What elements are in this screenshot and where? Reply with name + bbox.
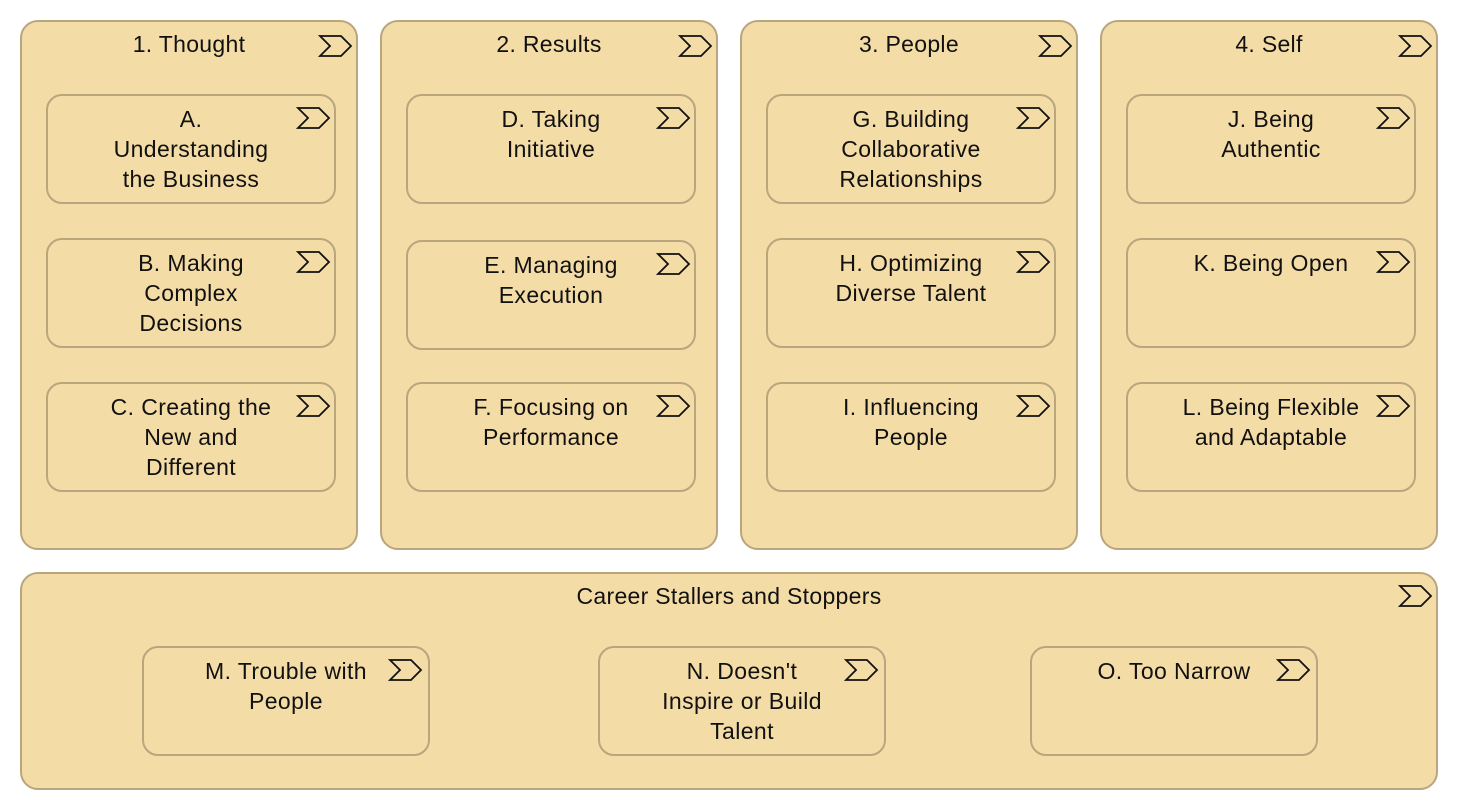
value-stream-chevron-icon <box>1038 34 1074 58</box>
value-stream-chevron-icon <box>656 394 692 418</box>
capability-label: J. Being Authentic <box>1221 106 1321 162</box>
capability-box[interactable]: G. Building Collaborative Relationships <box>766 94 1056 204</box>
value-stream-chevron-icon <box>844 658 880 682</box>
group-title: Career Stallers and Stoppers <box>576 583 882 609</box>
value-stream-chevron-icon <box>1276 658 1312 682</box>
capability-box[interactable]: H. Optimizing Diverse Talent <box>766 238 1056 348</box>
group-career-stallers: Career Stallers and Stoppers M. Trouble … <box>20 572 1438 790</box>
capability-label: G. Building Collaborative Relationships <box>839 106 983 192</box>
value-stream-chevron-icon <box>1016 250 1052 274</box>
capability-box[interactable]: O. Too Narrow <box>1030 646 1318 756</box>
value-stream-chevron-icon <box>296 394 332 418</box>
group-title: 4. Self <box>1235 31 1303 57</box>
capability-box[interactable]: D. Taking Initiative <box>406 94 696 204</box>
value-stream-chevron-icon <box>296 106 332 130</box>
group-results: 2. Results D. Taking Initiative E. Manag… <box>380 20 718 550</box>
capability-box[interactable]: A. Understanding the Business <box>46 94 336 204</box>
capability-label: H. Optimizing Diverse Talent <box>835 250 987 306</box>
value-stream-chevron-icon <box>678 34 714 58</box>
value-stream-chevron-icon <box>1376 106 1412 130</box>
value-stream-chevron-icon <box>296 250 332 274</box>
value-stream-chevron-icon <box>656 106 692 130</box>
capability-label: B. Making Complex Decisions <box>138 250 244 336</box>
group-title: 3. People <box>859 31 959 57</box>
group-title: 2. Results <box>496 31 602 57</box>
value-stream-chevron-icon <box>656 252 692 276</box>
group-self: 4. Self J. Being Authentic K. Being Open… <box>1100 20 1438 550</box>
capability-label: I. Influencing People <box>842 394 980 450</box>
capability-box[interactable]: I. Influencing People <box>766 382 1056 492</box>
capability-label: D. Taking Initiative <box>501 106 601 162</box>
value-stream-chevron-icon <box>1398 584 1434 608</box>
group-thought: 1. Thought A. Understanding the Business… <box>20 20 358 550</box>
capability-label: K. Being Open <box>1193 250 1349 276</box>
capability-box[interactable]: M. Trouble with People <box>142 646 430 756</box>
capability-box[interactable]: J. Being Authentic <box>1126 94 1416 204</box>
value-stream-chevron-icon <box>1016 394 1052 418</box>
value-stream-chevron-icon <box>388 658 424 682</box>
capability-box[interactable]: B. Making Complex Decisions <box>46 238 336 348</box>
value-stream-chevron-icon <box>1016 106 1052 130</box>
value-stream-chevron-icon <box>318 34 354 58</box>
group-people: 3. People G. Building Collaborative Rela… <box>740 20 1078 550</box>
capability-label: N. Doesn't Inspire or Build Talent <box>662 658 822 744</box>
capability-box[interactable]: E. Managing Execution <box>406 240 696 350</box>
capability-label: L. Being Flexible and Adaptable <box>1182 394 1360 450</box>
capability-box[interactable]: F. Focusing on Performance <box>406 382 696 492</box>
value-stream-chevron-icon <box>1376 250 1412 274</box>
capability-label: C. Creating the New and Different <box>110 394 272 480</box>
capability-label: M. Trouble with People <box>205 658 367 714</box>
capability-label: A. Understanding the Business <box>113 106 269 192</box>
value-stream-chevron-icon <box>1376 394 1412 418</box>
value-stream-chevron-icon <box>1398 34 1434 58</box>
capability-box[interactable]: C. Creating the New and Different <box>46 382 336 492</box>
capability-box[interactable]: L. Being Flexible and Adaptable <box>1126 382 1416 492</box>
group-title: 1. Thought <box>132 31 246 57</box>
capability-label: O. Too Narrow <box>1097 658 1251 684</box>
capability-label: F. Focusing on Performance <box>473 394 629 450</box>
capability-box[interactable]: N. Doesn't Inspire or Build Talent <box>598 646 886 756</box>
capability-label: E. Managing Execution <box>484 252 618 308</box>
capability-box[interactable]: K. Being Open <box>1126 238 1416 348</box>
